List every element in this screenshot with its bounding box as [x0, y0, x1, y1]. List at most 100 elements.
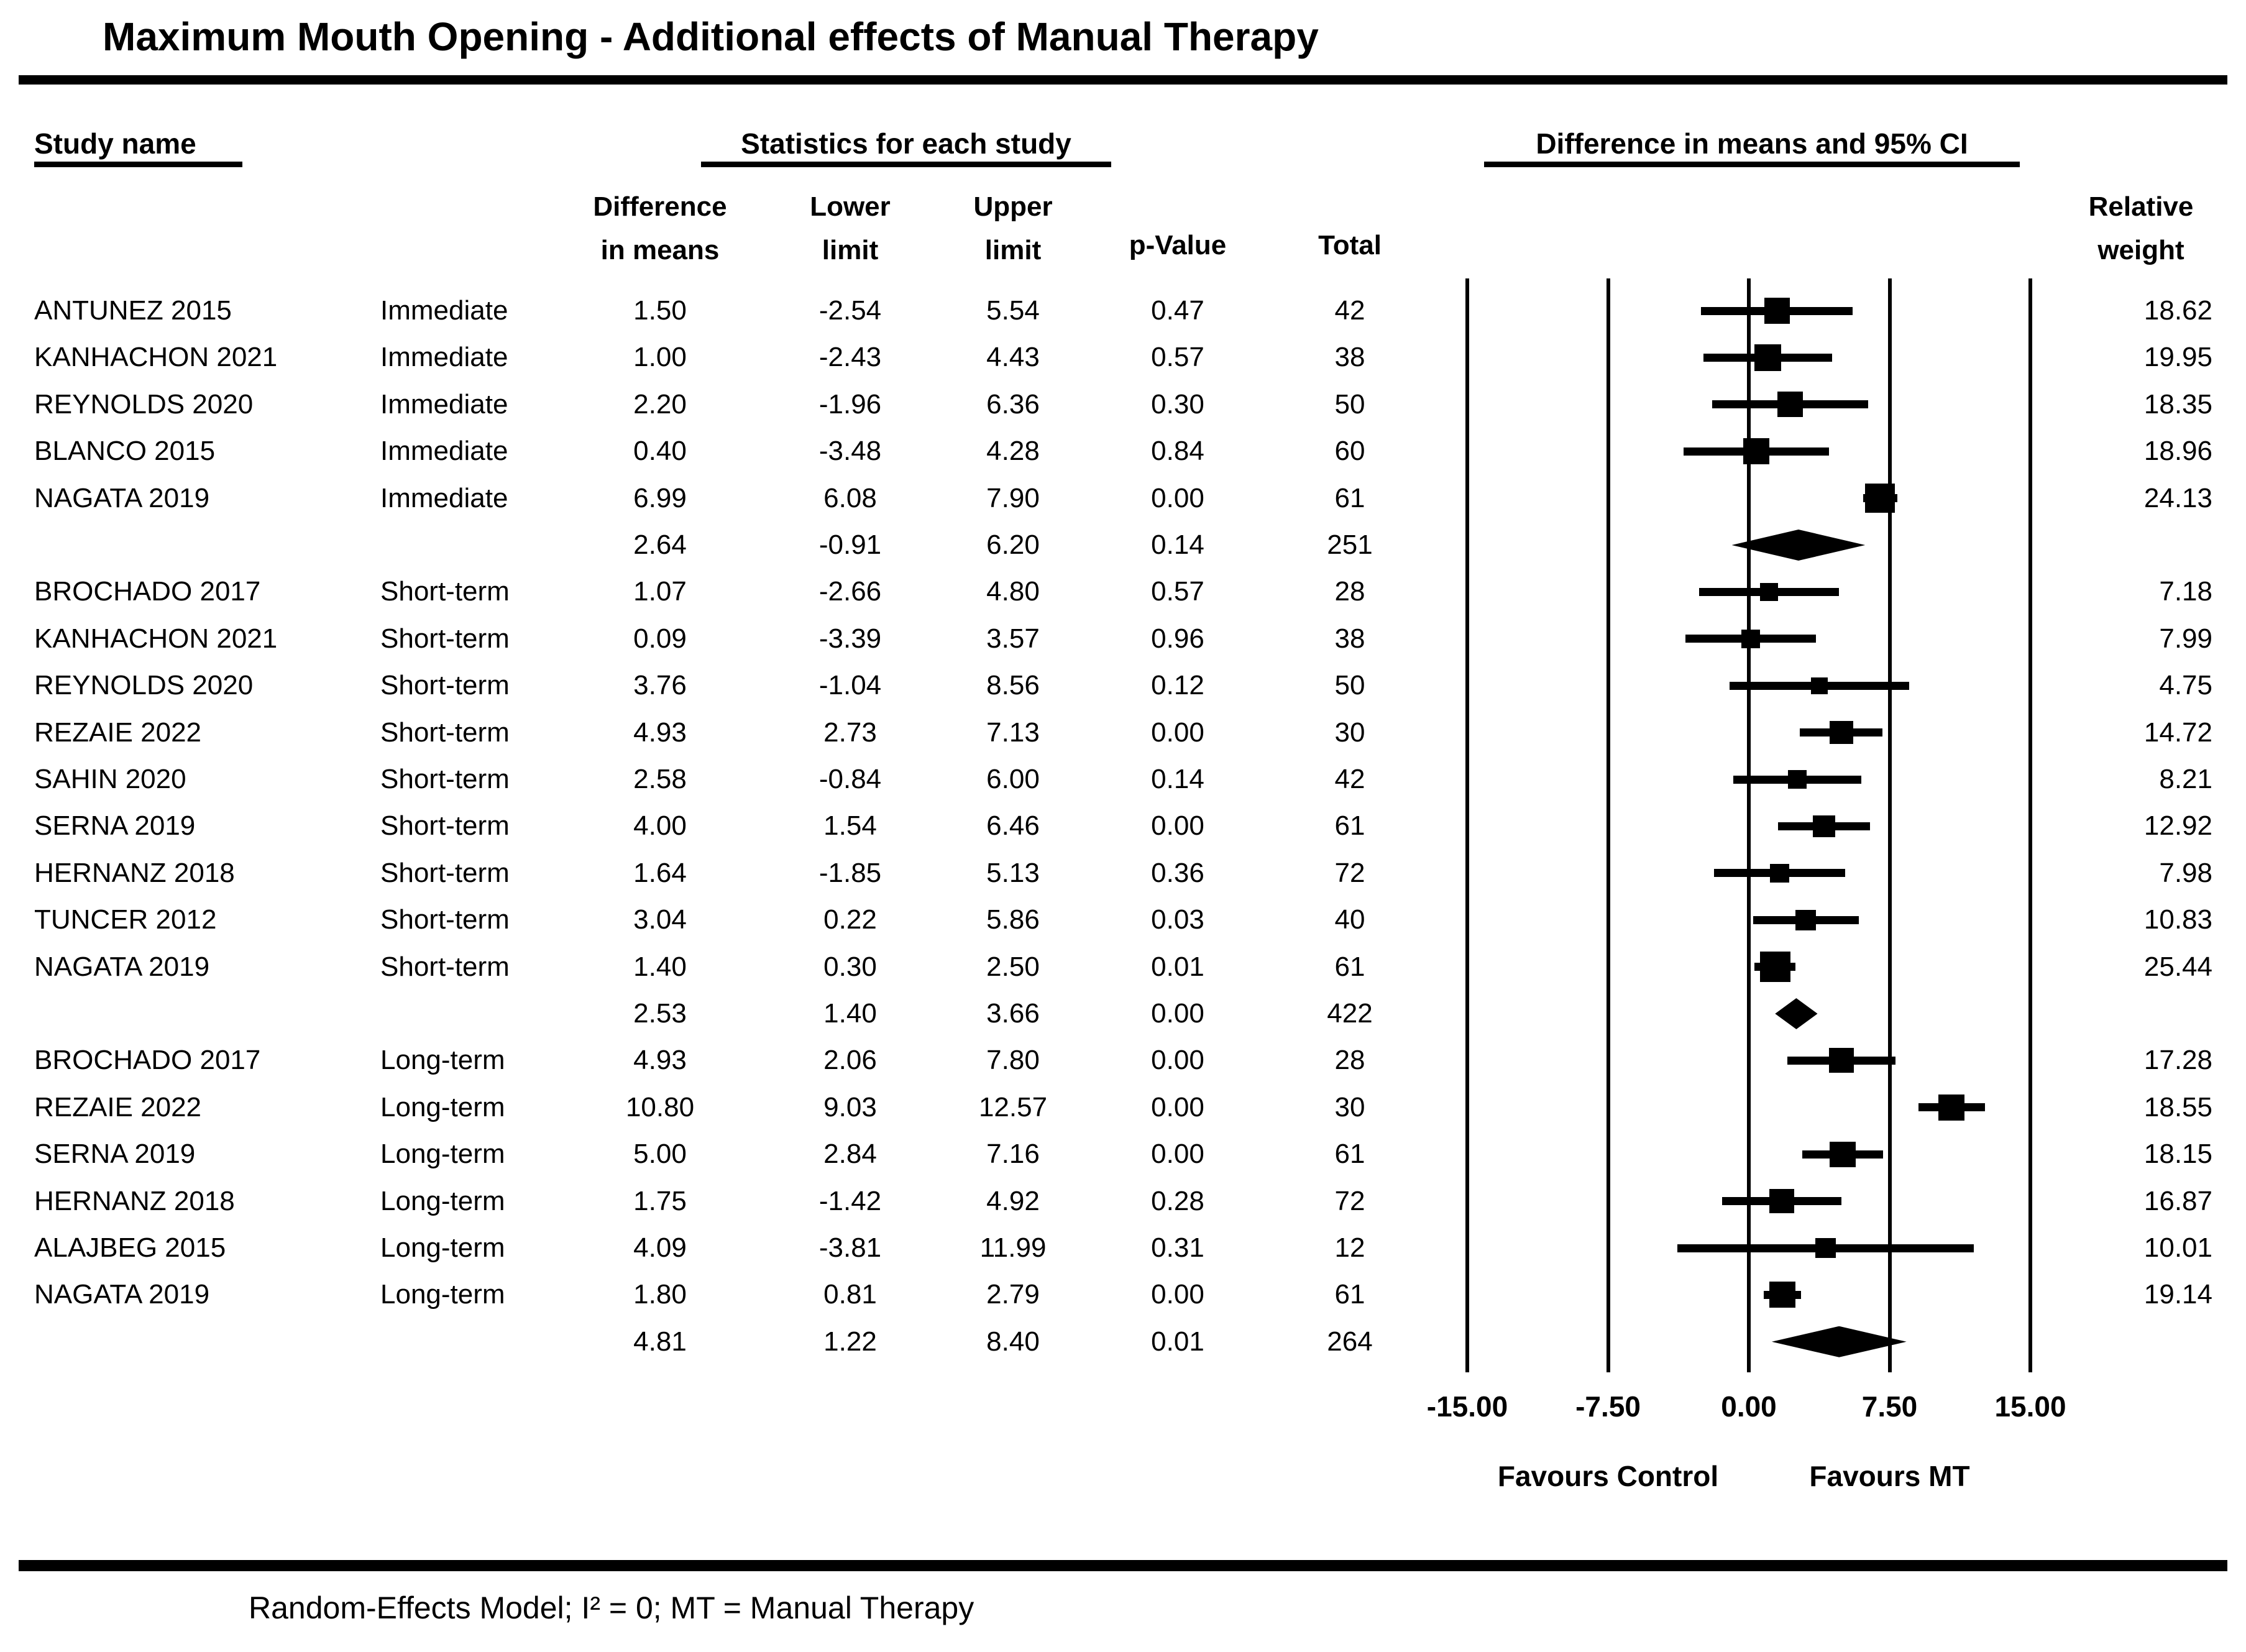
study-name: NAGATA 2019 [34, 482, 210, 513]
difference-in-means-value: 2.58 [633, 764, 687, 794]
upper-limit-value: 5.54 [986, 295, 1040, 326]
lower-limit-value: -2.54 [818, 295, 882, 326]
axis-gridline [1747, 278, 1751, 1372]
total-value: 72 [1334, 857, 1365, 888]
time-point: Long-term [380, 1045, 505, 1076]
study-name: SERNA 2019 [34, 810, 196, 842]
column-header-study-name: Study name [34, 127, 196, 160]
relative-weight-value: 25.44 [2143, 951, 2212, 982]
effect-square [1811, 677, 1828, 694]
top-divider [19, 75, 2227, 85]
lower-limit-value: -0.91 [818, 530, 882, 560]
total-value: 30 [1334, 1091, 1365, 1122]
effect-square [1759, 582, 1779, 602]
p-value: 0.30 [1151, 388, 1204, 420]
upper-limit-value: 4.28 [986, 436, 1040, 467]
lower-limit-value: 6.08 [823, 482, 877, 513]
study-name: NAGATA 2019 [34, 951, 210, 982]
time-point: Immediate [380, 295, 508, 326]
difference-in-means-value: 1.75 [633, 1185, 687, 1216]
upper-limit-value: 7.13 [986, 717, 1040, 748]
difference-in-means-value: 1.00 [633, 342, 687, 373]
effect-square [1754, 344, 1781, 371]
time-point: Long-term [380, 1185, 505, 1216]
study-name: KANHACHON 2021 [34, 623, 278, 654]
time-point: Long-term [380, 1232, 505, 1263]
relative-weight-value: 18.96 [2143, 436, 2212, 467]
effect-square [1741, 629, 1760, 648]
time-point: Immediate [380, 436, 508, 467]
lower-limit-value: 2.06 [823, 1045, 877, 1076]
time-point: Immediate [380, 342, 508, 373]
difference-in-means-value: 4.93 [633, 717, 687, 748]
effect-square [1830, 1141, 1856, 1167]
study-name: REYNOLDS 2020 [34, 388, 254, 420]
p-value: 0.14 [1151, 764, 1204, 794]
difference-in-means-value: 5.00 [633, 1139, 687, 1170]
total-value: 61 [1334, 1139, 1365, 1170]
column-header-difference-in-means: Difference in means [593, 191, 727, 265]
difference-in-means-value: 3.04 [633, 904, 687, 935]
time-point: Short-term [380, 904, 510, 935]
axis-gridline [1887, 278, 1892, 1372]
difference-in-means-value: 4.00 [633, 810, 687, 842]
upper-limit-value: 11.99 [979, 1232, 1047, 1263]
axis-tick-label: 0.00 [1721, 1390, 1777, 1423]
p-value: 0.96 [1151, 623, 1204, 654]
axis-tick-label: 15.00 [1994, 1390, 2066, 1423]
study-name: REYNOLDS 2020 [34, 670, 254, 701]
effect-square [1759, 952, 1790, 982]
relative-weight-value: 10.83 [2143, 904, 2212, 935]
lower-limit-value: 2.84 [823, 1139, 877, 1170]
effect-square [1787, 769, 1807, 789]
difference-in-means-value: 1.64 [633, 857, 687, 888]
lower-limit-value: 0.22 [823, 904, 877, 935]
effect-square [1769, 1282, 1796, 1308]
summary-diamond [1771, 1326, 1907, 1357]
relative-weight-value: 10.01 [2143, 1232, 2212, 1263]
p-value: 0.57 [1151, 576, 1204, 607]
difference-in-means-value: 4.93 [633, 1045, 687, 1076]
total-value: 28 [1334, 1045, 1365, 1076]
effect-square [1938, 1094, 1964, 1121]
study-name: HERNANZ 2018 [34, 1185, 235, 1216]
relative-weight-value: 8.21 [2159, 764, 2212, 794]
total-value: 28 [1334, 576, 1365, 607]
upper-limit-value: 2.79 [986, 1279, 1040, 1310]
relative-weight-value: 14.72 [2143, 717, 2212, 748]
relative-weight-value: 18.62 [2143, 295, 2212, 326]
effect-square [1764, 298, 1790, 324]
difference-in-means-value: 2.64 [633, 530, 687, 560]
study-name: BROCHADO 2017 [34, 1045, 261, 1076]
axis-tick-label: -7.50 [1575, 1390, 1641, 1423]
lower-limit-value: 1.22 [823, 1326, 877, 1357]
total-value: 40 [1334, 904, 1365, 935]
relative-weight-value: 19.95 [2143, 342, 2212, 373]
relative-weight-value: 7.99 [2159, 623, 2212, 654]
effect-square [1828, 1048, 1854, 1073]
time-point: Short-term [380, 810, 510, 842]
difference-in-means-value: 1.40 [633, 951, 687, 982]
lower-limit-value: 0.81 [823, 1279, 877, 1310]
relative-weight-value: 18.35 [2143, 388, 2212, 420]
axis-gridline [1465, 278, 1469, 1372]
difference-in-means-value: 10.80 [625, 1091, 695, 1122]
effect-square [1813, 815, 1835, 838]
page-title: Maximum Mouth Opening - Additional effec… [103, 14, 1319, 59]
bottom-divider [19, 1560, 2227, 1571]
lower-limit-value: -0.84 [818, 764, 882, 794]
relative-weight-value: 18.55 [2143, 1091, 2212, 1122]
relative-weight-value: 4.75 [2159, 670, 2212, 701]
lower-limit-value: -2.66 [818, 576, 882, 607]
lower-limit-value: -1.96 [818, 388, 882, 420]
time-point: Short-term [380, 951, 510, 982]
effect-square [1815, 1237, 1836, 1259]
total-value: 61 [1334, 482, 1365, 513]
relative-weight-value: 17.28 [2143, 1045, 2212, 1076]
difference-in-means-value: 1.07 [633, 576, 687, 607]
p-value: 0.00 [1151, 1045, 1204, 1076]
p-value: 0.14 [1151, 530, 1204, 560]
footnote: Random-Effects Model; I² = 0; MT = Manua… [249, 1590, 974, 1625]
p-value: 0.01 [1151, 951, 1204, 982]
column-header-p-value: p-Value [1129, 230, 1227, 260]
